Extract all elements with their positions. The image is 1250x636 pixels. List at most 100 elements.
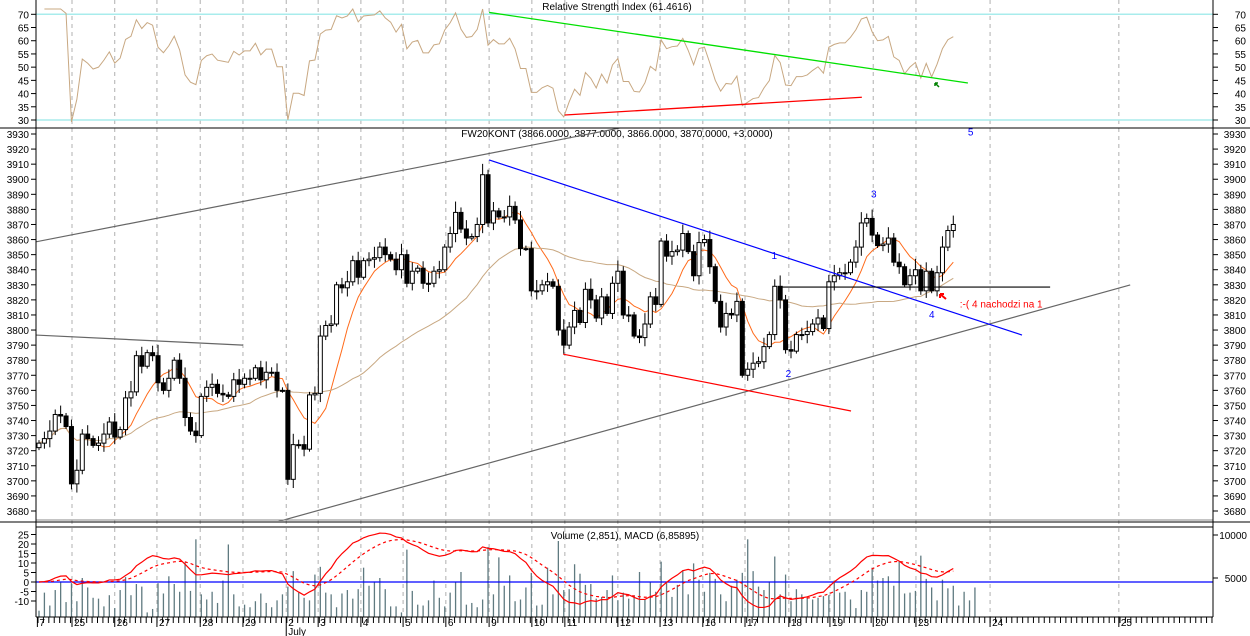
candle-body	[52, 413, 58, 432]
candle-body	[507, 205, 513, 218]
candle	[458, 207, 464, 233]
candle-body	[242, 377, 248, 385]
y-tick-label: 3900	[1224, 175, 1247, 186]
candle	[701, 234, 707, 247]
candle-body	[490, 210, 496, 224]
candle	[718, 294, 724, 333]
candle-body	[885, 237, 891, 245]
candle	[745, 362, 751, 381]
candle-body	[263, 371, 269, 381]
candle	[144, 349, 150, 369]
candle	[436, 260, 442, 279]
candle	[853, 240, 859, 268]
candle	[820, 314, 826, 331]
candle-body	[647, 296, 653, 325]
y-tick-label: 3820	[7, 296, 30, 307]
y-tick-label: 3770	[1224, 371, 1247, 382]
candle-body	[355, 260, 361, 278]
macd-signal-line	[38, 538, 954, 600]
candle-body	[653, 296, 659, 305]
candle-body	[247, 377, 253, 380]
candle	[323, 320, 329, 341]
y-tick-label: 3860	[7, 236, 30, 247]
candle-body	[620, 270, 626, 316]
candle-body	[848, 261, 853, 274]
candle-body	[317, 335, 323, 394]
candle	[831, 264, 837, 291]
y-tick-label: 3840	[7, 266, 30, 277]
y-tick-label: 3790	[7, 341, 30, 352]
y-tick-label: 3760	[7, 386, 30, 397]
candle-body	[415, 267, 421, 272]
candle-body	[642, 323, 648, 339]
candle-body	[804, 331, 810, 336]
candle-body	[577, 309, 583, 324]
candle-body	[193, 430, 199, 437]
candle-body	[912, 269, 918, 277]
y-tick-label: 3830	[1224, 281, 1247, 292]
candle	[247, 369, 253, 386]
y-tick-label: 20	[18, 540, 30, 551]
candle	[539, 279, 545, 295]
price-panel: FW20KONT (3866.0000, 3877.0000, 3866.000…	[36, 128, 1131, 521]
x-tick-label: 29	[245, 618, 257, 629]
y-tick-label: 3800	[1224, 326, 1247, 337]
candle-body	[74, 469, 80, 485]
x-tick-label: 12	[620, 618, 632, 629]
x-tick-label: 20	[875, 618, 887, 629]
candle-body	[307, 394, 312, 450]
y-tick-label: 3690	[7, 492, 30, 503]
candle-body	[139, 355, 145, 367]
down-trend-line	[488, 159, 1023, 336]
candle-body	[528, 248, 534, 292]
y-tick-label: 30	[18, 116, 30, 127]
candle	[263, 361, 269, 389]
candle	[637, 329, 643, 344]
candle	[204, 380, 210, 402]
candle	[561, 319, 567, 354]
candle	[41, 431, 47, 449]
candle	[344, 270, 350, 297]
candle	[236, 368, 242, 394]
rsi-line	[44, 8, 954, 123]
candle-body	[112, 421, 118, 438]
candle-body	[588, 288, 594, 301]
candle-body	[820, 317, 826, 330]
candle-body	[555, 285, 561, 331]
candle-body	[772, 285, 778, 336]
candle-body	[225, 394, 231, 397]
x-tick-label: 26	[117, 618, 129, 629]
candle	[902, 263, 908, 288]
candle-body	[810, 323, 816, 333]
month-label: July	[288, 627, 306, 636]
candle-body	[534, 290, 540, 293]
candle-body	[707, 239, 713, 268]
candle-body	[626, 314, 632, 317]
candle	[366, 252, 372, 267]
candle	[891, 233, 897, 267]
volume-macd-title: Volume (2,851), MACD (6,85895)	[551, 531, 699, 542]
candle-body	[398, 254, 404, 271]
x-tick-label: 11	[567, 618, 578, 629]
candle	[252, 364, 258, 381]
candle-body	[572, 309, 578, 328]
y-tick-label: 45	[1235, 76, 1247, 87]
candle	[474, 217, 480, 243]
y-tick-label: 3860	[1224, 236, 1247, 247]
candle-body	[777, 285, 783, 301]
candle	[209, 373, 215, 397]
candle-body	[312, 392, 318, 396]
candle-body	[431, 270, 437, 284]
candle	[112, 413, 118, 445]
candle	[225, 391, 231, 399]
candle-body	[187, 417, 193, 432]
candle-body	[458, 211, 464, 230]
candle-body	[285, 389, 291, 480]
y-tick-label: 55	[1235, 50, 1247, 61]
candle-body	[68, 426, 74, 485]
candle-body	[236, 379, 242, 385]
y-tick-label: 15	[18, 550, 30, 561]
candle	[664, 234, 670, 262]
candle-body	[545, 281, 551, 286]
candle-body	[945, 230, 951, 248]
